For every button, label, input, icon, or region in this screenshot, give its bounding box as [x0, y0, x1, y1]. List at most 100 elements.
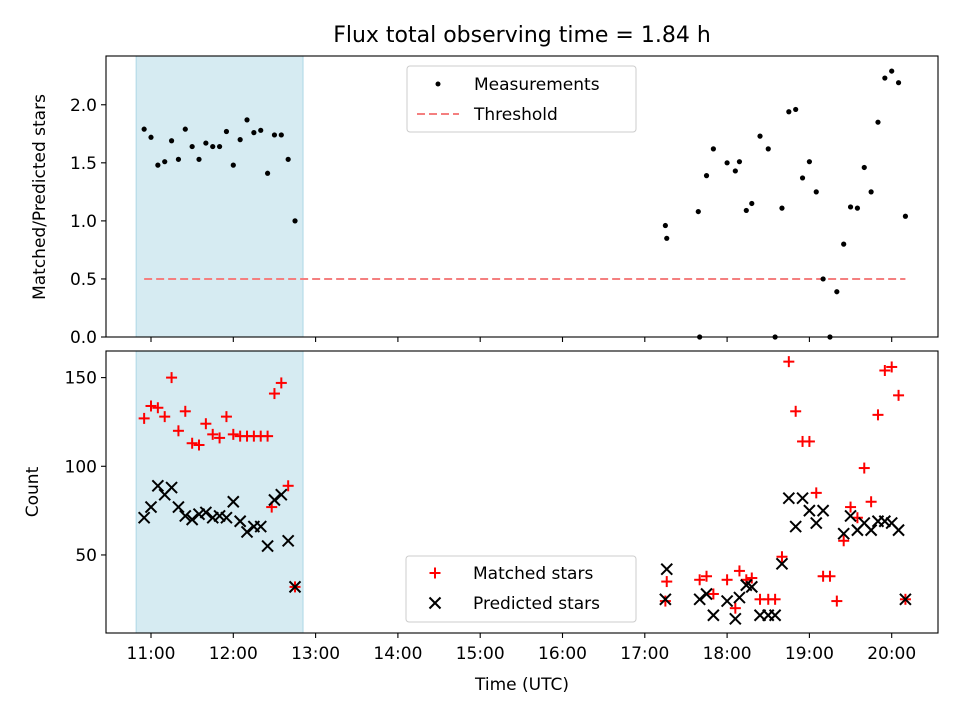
x-tick-label: 18:00	[703, 644, 752, 664]
predicted-stars-legend-marker	[428, 596, 442, 610]
predicted-star-point	[275, 488, 288, 501]
count-legend-box	[405, 555, 637, 623]
measurement-point	[710, 146, 716, 152]
predicted-star-point	[179, 509, 192, 523]
predicted-star-point-b	[844, 509, 857, 523]
matched-star-point	[179, 405, 191, 417]
predicted-star-point-b	[233, 515, 247, 528]
measurement-point	[203, 140, 209, 146]
measurement-point	[868, 189, 874, 195]
matched-star-point	[268, 388, 280, 400]
matched-star-point	[790, 405, 802, 417]
measurement-point	[175, 156, 182, 162]
matched-star-point	[214, 432, 226, 444]
measurement-point	[793, 106, 799, 113]
matched-star-point	[661, 576, 673, 588]
matched-star-point	[729, 602, 741, 614]
matched-star-point	[872, 409, 884, 421]
predicted-star-point-b	[816, 504, 830, 517]
matched-star-point	[166, 372, 178, 384]
predicted-star-point	[892, 523, 905, 537]
measurement-point	[196, 156, 202, 162]
matched-star-point	[138, 412, 150, 424]
matched-star-point	[893, 389, 905, 401]
predicted-star-point-b	[745, 580, 758, 594]
matched-star-point	[227, 428, 239, 440]
matched-star-point	[707, 588, 719, 600]
measurement-point	[237, 137, 243, 143]
predicted-star-point-b	[144, 500, 158, 514]
count-y-tick-label: 100	[65, 457, 97, 477]
predicted-star-point	[185, 513, 199, 526]
predicted-star-point-b	[892, 523, 905, 537]
predicted-star-point-b	[254, 520, 267, 533]
predicted-star-point	[220, 511, 233, 524]
matched-legend-glyph	[429, 567, 441, 579]
predicted-star-point	[803, 504, 816, 517]
predicted-star-point	[233, 515, 247, 528]
matched-star-point	[220, 411, 232, 423]
count-panel: 11:00 12:00 13:00 14:00 15:00 16:00 17:00 18:00…	[23, 350, 939, 695]
measurement-point	[749, 200, 755, 207]
matched-star-point	[694, 574, 706, 586]
measurement-point	[285, 156, 291, 162]
observing-window-shade	[135, 55, 304, 338]
measurement-point	[251, 130, 257, 136]
predicted-star-point-b	[729, 612, 742, 626]
matched-star-point	[803, 435, 815, 447]
measurement-point	[861, 164, 867, 171]
matched-stars-legend-marker	[429, 567, 441, 579]
predicted-star-point	[288, 580, 302, 594]
predicted-star-point	[782, 492, 796, 505]
predicted-star-point-b	[768, 609, 782, 622]
predicted-star-point-b	[837, 527, 850, 540]
ratio-y-axis-label: Matched/Predicted stars	[30, 94, 50, 300]
matched-star-point	[824, 570, 836, 582]
predicted-star-point-b	[810, 516, 823, 530]
x-tick-label: 13:00	[291, 644, 340, 664]
predicted-star-point-b	[185, 513, 199, 526]
predicted-star-point-b	[740, 578, 753, 592]
matched-star-point	[776, 551, 788, 563]
ratio-plot-frame	[105, 55, 939, 338]
predicted-star-point	[733, 591, 746, 604]
x-tick-label: 20:00	[867, 644, 916, 664]
predicted-star-point	[165, 481, 178, 494]
predicted-star-point-b	[172, 500, 185, 514]
predicted-star-point	[816, 504, 830, 517]
predicted-star-point	[261, 539, 274, 553]
predicted-star-point	[729, 612, 742, 626]
predicted-star-point	[899, 593, 912, 606]
predicted-star-point-b	[858, 516, 871, 530]
matched-stars-legend-label: Matched stars	[473, 564, 593, 584]
chart-title: Flux total observing time = 1.84 h	[333, 23, 711, 48]
predicted-star-point	[254, 520, 267, 533]
matched-star-point	[145, 400, 157, 412]
matched-star-point	[262, 430, 274, 442]
predicted-star-point-b	[165, 481, 178, 494]
predicted-star-point-b	[240, 525, 254, 539]
predicted-star-point	[700, 587, 713, 601]
matched-star-point	[659, 595, 671, 607]
predicted-star-point-b	[179, 509, 192, 523]
predicted-star-point-b	[864, 523, 878, 537]
predicted-star-point-b	[220, 511, 233, 524]
measurement-point	[216, 143, 223, 150]
x-tick-label: 17:00	[620, 644, 669, 664]
measurement-point	[757, 133, 763, 139]
matched-star-point	[733, 565, 745, 577]
matched-star-point	[275, 377, 287, 389]
measurement-point	[230, 162, 236, 168]
measurement-point	[703, 172, 710, 179]
predicted-star-point-b	[789, 520, 802, 533]
matched-star-point	[831, 595, 843, 607]
ratio-y-tick-label: 1.0	[70, 212, 97, 232]
matched-star-point	[193, 439, 205, 451]
predicted-star-point	[137, 511, 151, 524]
predicted-star-point-b	[878, 515, 892, 528]
predicted-star-point-b	[288, 580, 302, 594]
measurements-legend-label: Measurements	[474, 75, 600, 95]
predicted-star-point-b	[885, 516, 898, 530]
predicted-star-point	[745, 580, 758, 594]
